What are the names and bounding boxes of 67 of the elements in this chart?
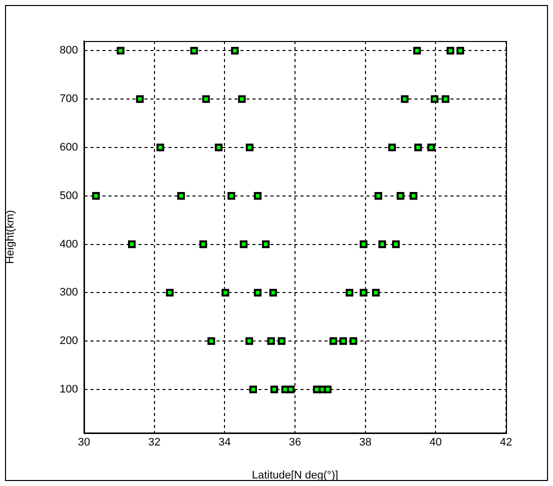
point [128,240,136,248]
point [231,46,239,55]
point [202,95,210,103]
point [339,337,348,345]
point [246,144,254,152]
point [360,240,368,248]
point [262,240,270,248]
point [238,95,246,103]
point [392,240,400,248]
y-tick-label: 700 [60,93,78,106]
point [190,46,198,55]
point [388,144,396,152]
y-axis-title: Height(km) [4,210,17,264]
y-tick-label: 100 [60,383,78,396]
x-tick-label: 42 [500,436,512,449]
y-tick-label: 800 [60,44,78,57]
point [222,288,230,296]
point [427,144,435,152]
point [136,95,144,103]
point [166,288,174,296]
point [254,192,262,200]
y-tick-label: 300 [60,286,78,299]
point [324,386,332,394]
point [240,240,248,248]
x-tick-label: 30 [78,436,90,449]
point [245,337,254,345]
point [278,337,286,345]
point [442,95,450,103]
y-tick-label: 600 [60,142,78,154]
point [413,46,421,55]
x-tick-label: 34 [218,436,231,449]
point [456,46,464,55]
point [207,337,216,345]
point [446,46,454,55]
point [360,288,368,296]
point [254,288,262,296]
point [269,288,278,296]
point [228,192,236,200]
point [396,192,404,200]
point [267,337,275,345]
point [286,386,295,394]
point [410,192,418,200]
y-tick-label: 400 [60,238,78,250]
point [330,337,338,345]
x-tick-label: 38 [359,436,372,449]
point [378,240,386,248]
x-axis-title: Latitude[N deg(°)] [252,469,338,482]
point [372,288,380,296]
point [414,144,422,152]
point [430,95,438,103]
point [350,337,358,345]
point [199,240,208,248]
point [270,386,278,394]
y-tick-label: 200 [60,335,78,348]
point [92,192,100,200]
point [249,386,257,394]
point [374,192,382,200]
point [116,46,124,55]
x-tick-label: 40 [430,436,442,449]
point [346,288,354,296]
point [177,192,185,200]
y-tick-label: 500 [60,190,78,202]
x-tick-label: 36 [288,436,302,449]
point [156,144,164,152]
point [214,144,223,152]
x-tick-label: 32 [148,436,160,449]
point [400,95,409,103]
